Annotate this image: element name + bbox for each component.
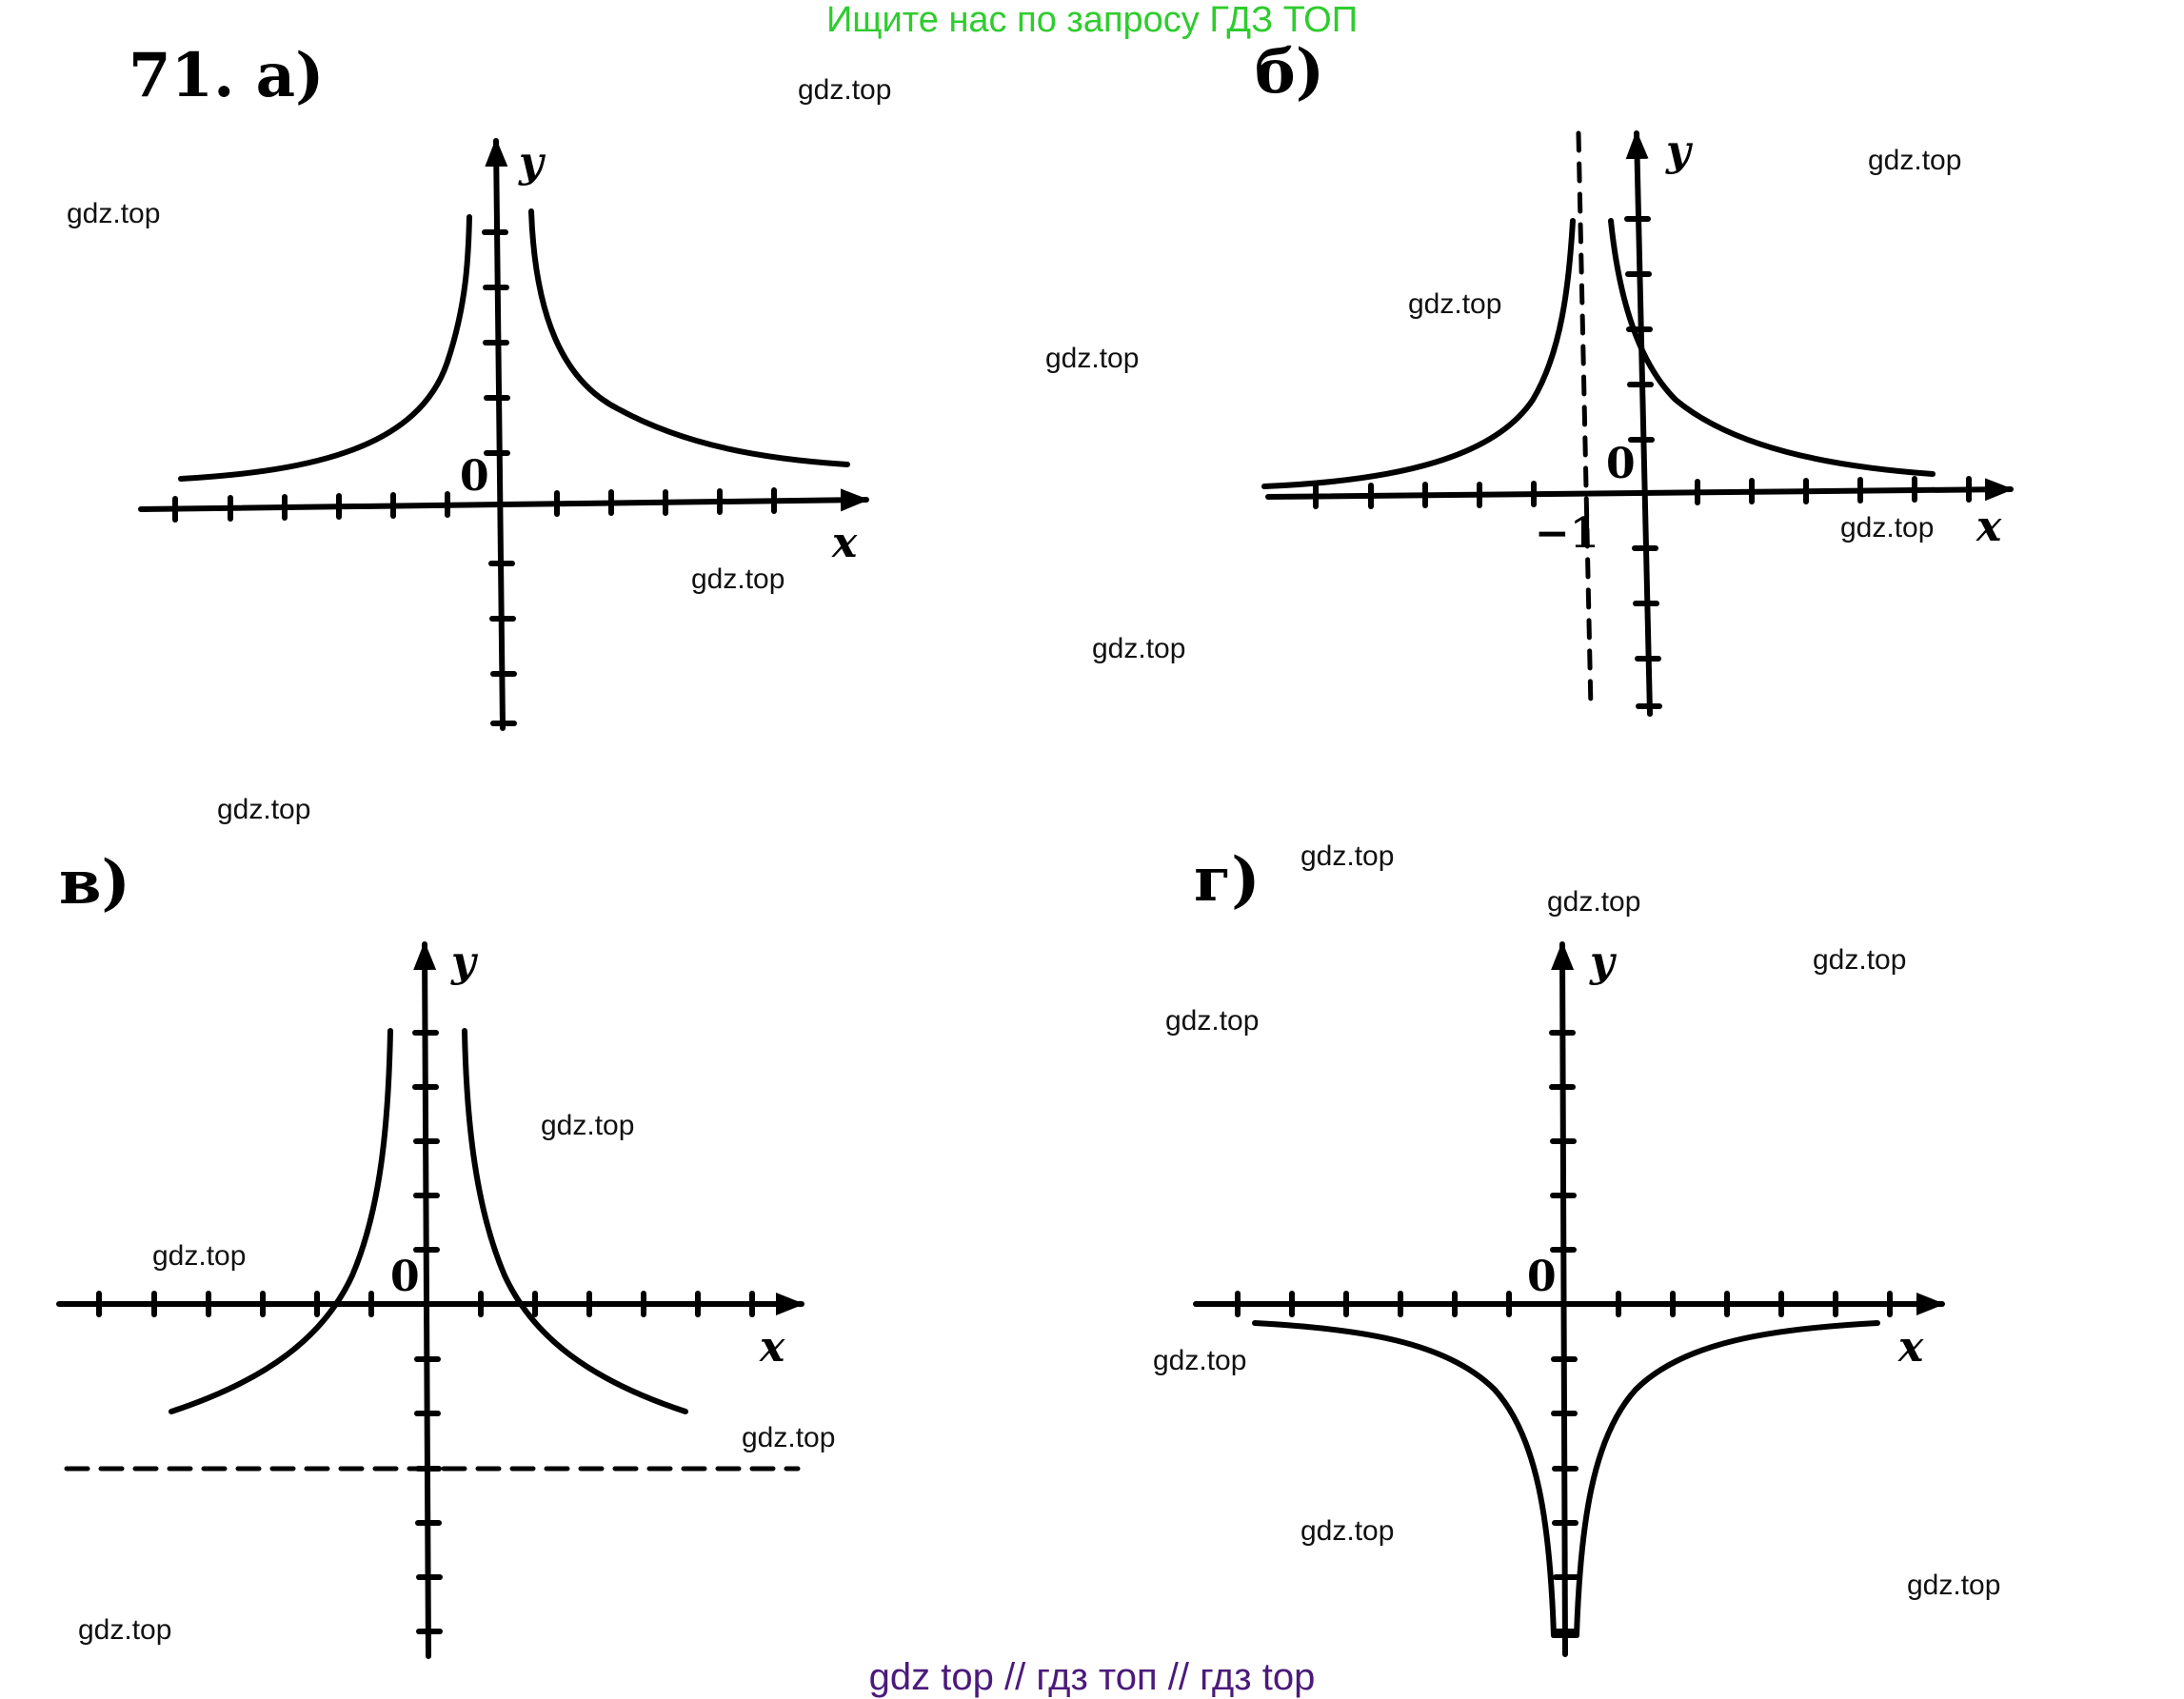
panel-g-ticks	[1235, 1030, 1893, 1634]
watermark: gdz.top	[1165, 1005, 1260, 1037]
panel-b-asymptote	[1576, 130, 1594, 712]
watermark: gdz.top	[1045, 343, 1140, 374]
watermark: gdz.top	[1153, 1345, 1247, 1376]
panel-b-x-label: x	[1976, 503, 2002, 551]
panel-a-x-label: x	[832, 519, 858, 567]
panel-a-x-axis	[138, 488, 869, 512]
watermark: gdz.top	[1092, 633, 1186, 664]
panel-g-curve-right	[1574, 1320, 1880, 1638]
watermark: gdz.top	[691, 563, 785, 595]
panel-a-origin: 0	[460, 452, 489, 501]
panel-v-label: в)	[59, 847, 130, 919]
panel-a-label: 71. а)	[129, 40, 325, 111]
panel-v-x-label: x	[760, 1323, 785, 1372]
top-banner: Ищите нас по запросу ГДЗ ТОП	[825, 0, 1359, 40]
watermark: gdz.top	[798, 74, 892, 106]
panel-v-y-axis	[413, 941, 437, 1659]
watermark: gdz.top	[1547, 886, 1641, 918]
panel-b-y-label: y	[1666, 127, 1691, 175]
panel-g-y-label: y	[1590, 938, 1615, 986]
panel-v-ticks	[96, 1030, 755, 1634]
watermark: gdz.top	[217, 794, 311, 825]
panel-b-origin: 0	[1606, 440, 1636, 488]
watermark: gdz.top	[67, 198, 161, 229]
panel-g-origin: 0	[1527, 1253, 1557, 1301]
panel-g-x-label: x	[1898, 1323, 1924, 1372]
panel-a-y-axis	[485, 138, 508, 731]
watermark: gdz.top	[1408, 288, 1502, 320]
panel-v-origin: 0	[390, 1253, 420, 1301]
panel-b-y-axis	[1625, 130, 1653, 717]
panel-v-y-label: y	[451, 938, 476, 986]
panel-b-x-axis	[1265, 478, 2014, 502]
panel-v-curve-right	[462, 1028, 688, 1414]
watermark: gdz.top	[1300, 1515, 1395, 1547]
panel-b-label: б)	[1255, 36, 1324, 108]
panel-g-graph	[1193, 941, 1945, 1657]
panel-v-graph	[56, 941, 804, 1659]
panel-a-curve-right	[528, 208, 850, 467]
panel-b-curve-right	[1608, 218, 1936, 477]
panel-a-y-label: y	[519, 138, 544, 187]
bottom-footer: gdz top // гдз топ // гдз top	[868, 1656, 1316, 1698]
panel-g-y-axis	[1551, 941, 1575, 1657]
watermark: gdz.top	[541, 1110, 635, 1141]
panel-a-graph	[138, 138, 869, 731]
watermark: gdz.top	[1907, 1570, 2001, 1601]
panel-b-graph	[1261, 130, 2014, 717]
watermark: gdz.top	[152, 1240, 247, 1272]
panel-b-curve-left	[1261, 218, 1576, 489]
panel-g-curve-left	[1252, 1320, 1557, 1638]
panel-g-label: г)	[1194, 844, 1261, 916]
panel-v-curve-left	[169, 1028, 393, 1414]
watermark: gdz.top	[742, 1422, 836, 1453]
watermark: gdz.top	[78, 1614, 172, 1646]
panel-b-ticks	[1313, 216, 1972, 709]
panel-a-curve-left	[178, 214, 472, 482]
watermark: gdz.top	[1868, 145, 1962, 176]
panel-a-ticks	[172, 229, 777, 726]
watermark: gdz.top	[1813, 944, 1907, 976]
watermark: gdz.top	[1840, 512, 1935, 543]
watermark: gdz.top	[1300, 840, 1395, 872]
